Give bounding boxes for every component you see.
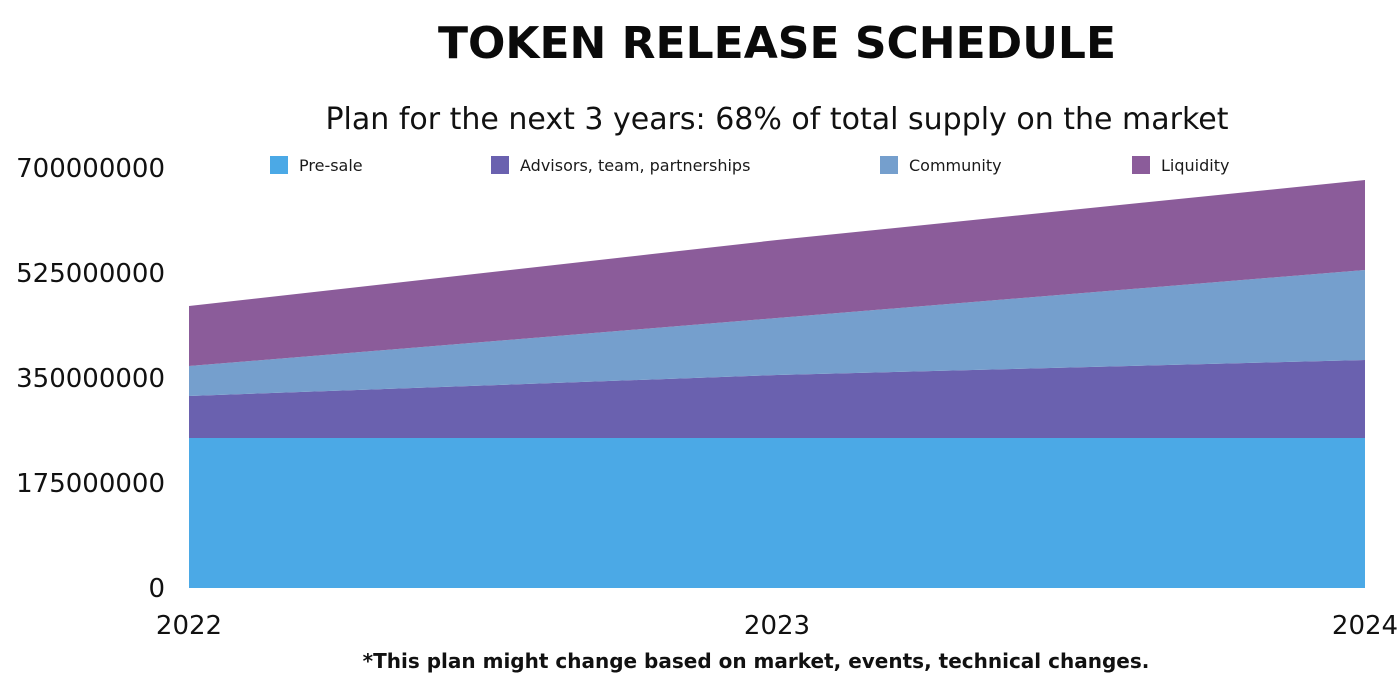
legend-item-advisors-team-partnerships: Advisors, team, partnerships [491,156,750,175]
y-tick-label: 0 [148,574,165,604]
legend: Pre-sale Advisors, team, partnerships Comm… [270,156,1229,175]
x-tick-label: 2024 [1332,611,1398,641]
x-tick-label: 2022 [156,611,222,641]
legend-item-community: Community [880,156,1002,175]
chart-subtitle: Plan for the next 3 years: 68% of total … [325,102,1228,137]
x-axis: 2022 2023 2024 [156,611,1398,641]
legend-label: Liquidity [1161,156,1229,175]
y-tick-label: 700000000 [16,154,165,184]
y-tick-label: 175000000 [16,469,165,499]
y-axis: 0 175000000 350000000 525000000 700000000 [16,154,165,604]
area-series-community [189,270,1365,396]
area-series-pre-sale [189,438,1365,588]
y-tick-label: 350000000 [16,364,165,394]
x-tick-label: 2023 [744,611,810,641]
chart-footnote: *This plan might change based on market,… [363,649,1150,673]
legend-swatch [1132,156,1150,174]
legend-swatch [491,156,509,174]
legend-item-liquidity: Liquidity [1132,156,1229,175]
legend-label: Community [909,156,1002,175]
legend-label: Pre-sale [299,156,363,175]
area-series-advisors-team-partnerships [189,360,1365,438]
area-series-liquidity [189,180,1365,366]
y-tick-label: 525000000 [16,259,165,289]
legend-item-pre-sale: Pre-sale [270,156,363,175]
chart-title: TOKEN RELEASE SCHEDULE [438,18,1116,69]
legend-swatch [270,156,288,174]
legend-swatch [880,156,898,174]
legend-label: Advisors, team, partnerships [520,156,750,175]
stacked-areas [189,180,1365,588]
